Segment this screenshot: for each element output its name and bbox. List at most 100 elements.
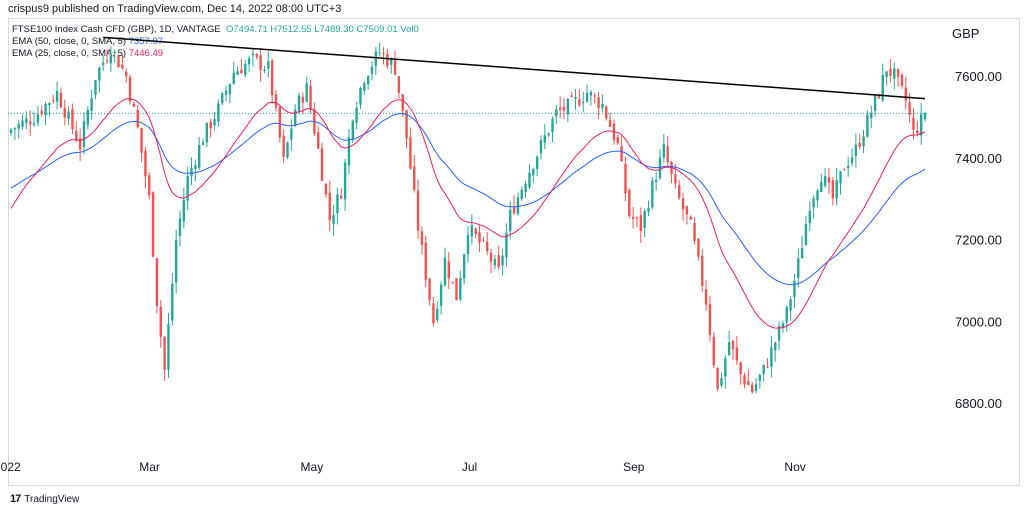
candle-body xyxy=(608,120,612,127)
candle-body xyxy=(366,76,370,85)
candle-body xyxy=(109,55,113,64)
resistance-trendline xyxy=(103,36,926,100)
candle-body xyxy=(401,94,404,111)
candle-body xyxy=(232,72,235,84)
candle-body xyxy=(505,233,508,258)
candle-body xyxy=(727,342,731,355)
candle-body xyxy=(462,254,466,279)
candle-body xyxy=(125,71,128,77)
candle-body xyxy=(324,183,328,195)
candle-body xyxy=(136,109,139,128)
candle-body xyxy=(416,190,420,231)
tradingview-brand[interactable]: 17 TradingView xyxy=(10,493,79,505)
candle-body xyxy=(274,94,278,108)
candle-body xyxy=(155,258,159,306)
candle-body xyxy=(662,143,666,158)
candle-body xyxy=(896,68,900,77)
candle-body xyxy=(182,199,186,222)
candle-body xyxy=(816,190,819,201)
ema50-value: 7357.97 xyxy=(128,36,164,47)
x-tick-label: Mar xyxy=(139,460,160,474)
candle-body xyxy=(812,198,815,208)
candle-body xyxy=(117,55,120,68)
candle-body xyxy=(601,103,604,108)
candle-body xyxy=(86,110,90,125)
candle-body xyxy=(286,142,289,158)
y-tick-label: 6800.00 xyxy=(955,396,1002,411)
candle-body xyxy=(535,156,539,169)
candle-body xyxy=(743,375,746,385)
candle-body xyxy=(443,257,447,286)
candle-body xyxy=(82,121,86,147)
candle-body xyxy=(386,53,389,67)
candle-body xyxy=(654,180,658,183)
candle-body xyxy=(701,255,704,286)
candle-body xyxy=(424,242,427,280)
candle-body xyxy=(689,216,692,220)
candle-body xyxy=(781,323,785,329)
candle-body xyxy=(501,255,504,266)
candle-body xyxy=(178,218,182,237)
candle-body xyxy=(797,258,800,278)
candle-body xyxy=(512,207,516,214)
candle-body xyxy=(25,118,28,124)
candle-body xyxy=(282,135,285,157)
candle-body xyxy=(758,374,762,382)
candle-body xyxy=(336,194,339,214)
ema50-line xyxy=(10,112,926,286)
symbol-title[interactable]: FTSE100 Index Cash CFD (GBP), 1D, VANTAG… xyxy=(12,24,221,35)
candle-body xyxy=(409,136,412,169)
candle-body xyxy=(32,123,36,125)
candle-body xyxy=(789,299,792,311)
candle-body xyxy=(9,129,13,134)
candle-body xyxy=(681,198,685,210)
candle-body xyxy=(132,103,136,107)
candle-body xyxy=(194,165,197,170)
ema50-label[interactable]: EMA (50, close, 0, SMA, 5) xyxy=(12,36,127,47)
candle-body xyxy=(374,51,378,66)
candle-body xyxy=(578,99,581,106)
candle-body xyxy=(370,66,374,75)
candle-body xyxy=(539,140,543,154)
ema25-label[interactable]: EMA (25, close, 0, SMA, 5) xyxy=(12,48,127,59)
candle-body xyxy=(320,148,324,182)
candle-body xyxy=(489,252,493,262)
candle-body xyxy=(228,84,232,95)
candle-body xyxy=(351,120,354,140)
candle-body xyxy=(305,83,308,102)
candle-body xyxy=(13,128,17,130)
candle-body xyxy=(712,336,715,366)
currency-label: GBP xyxy=(952,26,980,41)
candle-body xyxy=(290,128,293,140)
candle-body xyxy=(17,123,20,129)
candle-body xyxy=(900,74,904,86)
candle-body xyxy=(52,100,55,102)
candle-body xyxy=(378,52,381,54)
candle-body xyxy=(301,96,305,103)
candle-body xyxy=(846,165,850,169)
candle-body xyxy=(724,358,727,377)
candle-body xyxy=(217,103,220,122)
candle-body xyxy=(40,110,43,115)
candle-body xyxy=(413,166,416,190)
candle-body xyxy=(240,69,243,74)
candle-body xyxy=(486,241,489,252)
candle-body xyxy=(570,95,573,97)
candle-body xyxy=(635,217,639,219)
x-tick-label: Sep xyxy=(623,460,645,474)
candle-body xyxy=(562,106,566,111)
candle-body xyxy=(881,75,884,101)
brand-name: TradingView xyxy=(24,493,80,505)
candle-body xyxy=(267,61,270,69)
candle-body xyxy=(543,135,547,143)
candle-body xyxy=(63,107,66,118)
candle-body xyxy=(78,138,82,150)
candle-body xyxy=(735,347,739,361)
candle-body xyxy=(831,180,835,199)
candle-body xyxy=(605,106,608,119)
candle-body xyxy=(873,95,877,111)
candle-body xyxy=(389,59,393,65)
candle-body xyxy=(359,87,362,105)
candle-body xyxy=(716,367,719,389)
